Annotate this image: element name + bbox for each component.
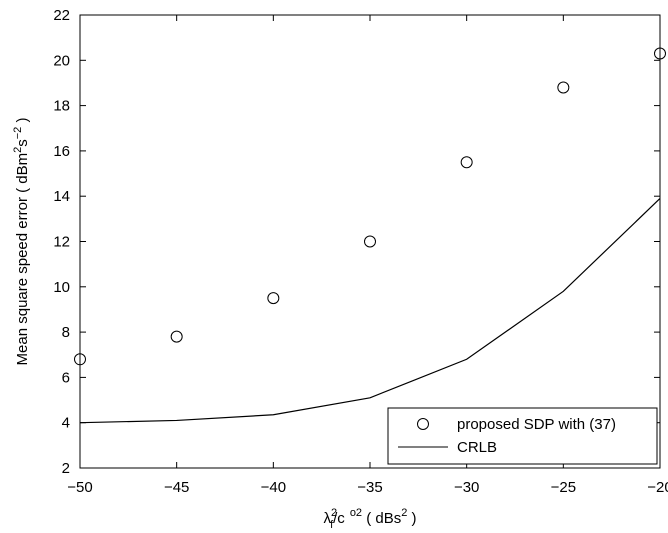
x-axis-label-middle: /c (333, 510, 345, 527)
legend-box (387, 407, 658, 465)
y-axis-label-sup2: −2 (12, 127, 24, 140)
legend-marker-circle (417, 418, 429, 430)
y-tick-label: 6 (62, 369, 70, 386)
x-tick-label: −35 (357, 479, 382, 496)
x-axis-label-prefix: λ (323, 510, 331, 527)
x-tick-label: −25 (551, 479, 576, 496)
y-tick-label: 22 (53, 7, 70, 24)
y-axis-label-close: ) (14, 118, 31, 127)
legend-label-sdp: proposed SDP with (37) (457, 416, 616, 433)
y-axis-label-sup1: 2 (12, 147, 24, 153)
data-point-sdp (654, 47, 666, 60)
legend-label-crlb: CRLB (457, 439, 497, 456)
y-tick-label: 4 (62, 415, 70, 432)
data-point-sdp (557, 81, 570, 94)
y-tick-label: 8 (62, 324, 70, 341)
legend: proposed SDP with (37) CRLB (387, 407, 658, 465)
data-point-sdp (364, 235, 376, 248)
y-tick-label: 12 (53, 234, 70, 251)
y-tick-label: 16 (53, 143, 70, 160)
x-tick-label: −50 (67, 479, 92, 496)
y-tick-label: 18 (53, 98, 70, 115)
y-tick-label: 20 (53, 52, 70, 69)
x-tick-label: −40 (261, 479, 286, 496)
x-axis-label-middle-sup: o2 (350, 507, 362, 519)
x-tick-label: −20 (647, 479, 668, 496)
data-point-sdp (460, 156, 473, 169)
x-axis-label-suffix-sup: 2 (401, 507, 407, 519)
plot-area-frame (79, 14, 661, 469)
x-axis-label-prefix-sub: f (330, 519, 334, 531)
series-layer (74, 47, 666, 424)
y-tick-label: 14 (53, 188, 70, 205)
x-tick-label: −30 (454, 479, 479, 496)
x-axis-label-suffix-open: ( dBs (362, 510, 401, 527)
data-point-sdp (74, 353, 86, 366)
data-point-sdp (267, 292, 280, 305)
data-point-sdp (170, 330, 183, 343)
axis-ticks: −50 −45 −40 −35 −30 −25 −20 2 4 6 8 10 12 14 16 18 20 22 (53, 7, 668, 496)
x-tick-label: −45 (164, 479, 189, 496)
x-axis-label: λ2 f/c o2 ( dBs2 ) (323, 507, 416, 531)
y-tick-label: 10 (53, 279, 70, 296)
series-line-crlb (79, 198, 661, 424)
y-axis-label-mid: s (14, 139, 31, 147)
x-axis-label-prefix-sup: 2 (331, 507, 337, 519)
y-tick-label: 2 (62, 460, 70, 477)
x-axis-label-suffix-close: ) (407, 510, 416, 527)
y-axis-label-base: Mean square speed error ( dBm (14, 153, 31, 366)
y-axis-label: Mean square speed error ( dBm2s−2 ) (12, 118, 31, 366)
